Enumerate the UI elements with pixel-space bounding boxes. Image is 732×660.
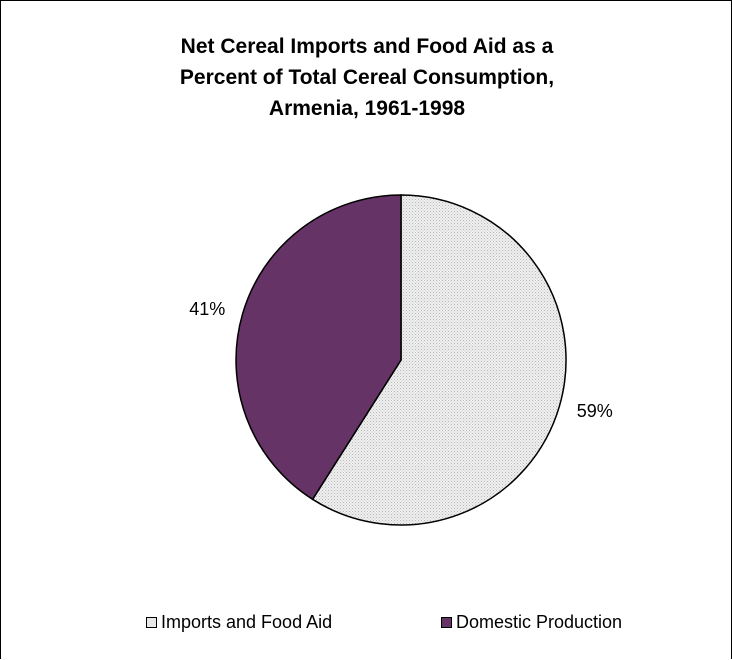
slice-domestic [235,194,402,501]
slice-imports [311,194,567,526]
chart-title-line-3: Armenia, 1961-1998 [268,97,466,120]
legend-label-domestic: Domestic Production [456,612,623,632]
slice-label-domestic: 41% [189,299,225,319]
legend: Imports and Food Aid Domestic Production [1,612,732,636]
legend-swatch-domestic [441,617,452,628]
chart-title-line-1: Net Cereal Imports and Food Aid as a [180,35,554,58]
legend-swatch-imports [146,617,157,628]
legend-item-domestic: Domestic Production [441,612,622,633]
slice-label-imports: 59% [577,401,613,421]
legend-label-imports: Imports and Food Aid [161,612,333,632]
legend-item-imports: Imports and Food Aid [146,612,332,633]
chart-title: Net Cereal Imports and Food Aid as a Per… [1,31,732,124]
chart-title-line-2: Percent of Total Cereal Consumption, [179,66,555,89]
